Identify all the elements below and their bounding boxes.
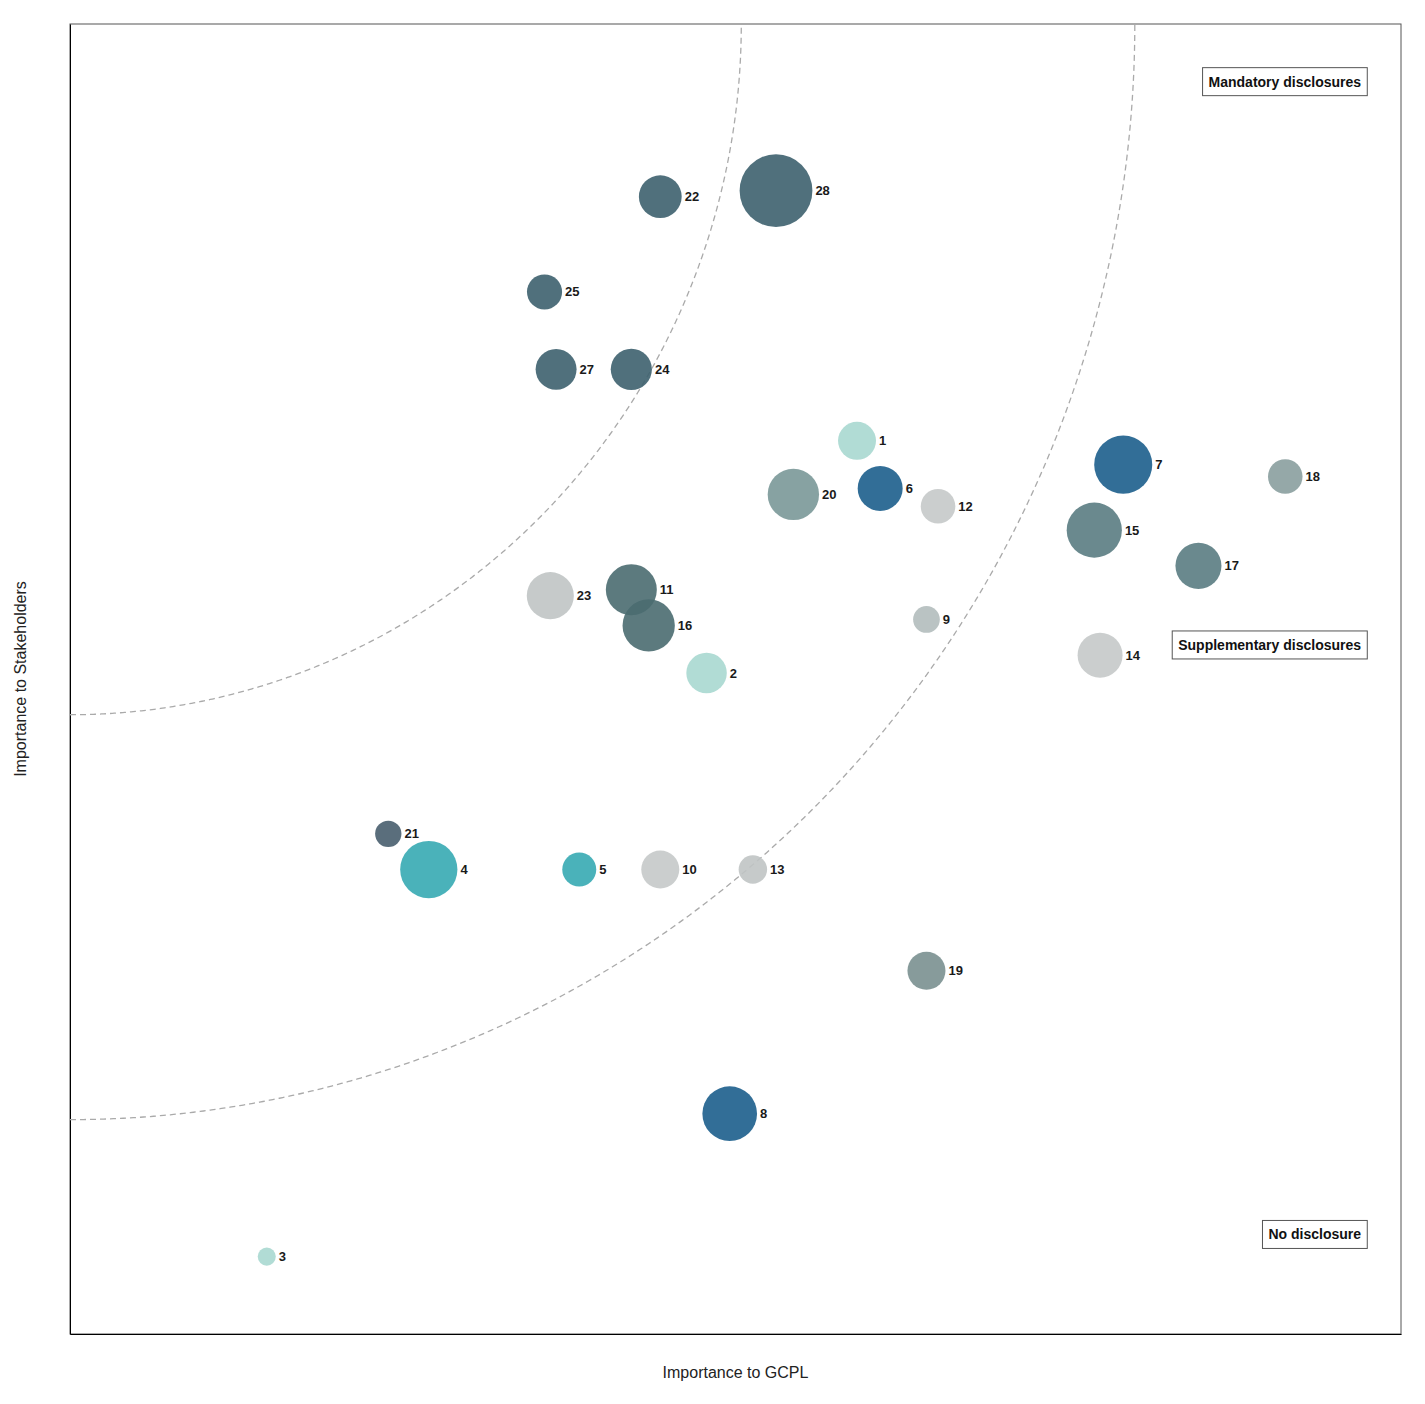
point-label: 16	[678, 618, 692, 633]
annotation-box	[1203, 68, 1368, 96]
bubble	[739, 855, 767, 883]
point-label: 8	[760, 1106, 767, 1121]
bubble	[1078, 633, 1123, 678]
point-label: 1	[879, 433, 886, 448]
point-label: 7	[1155, 457, 1162, 472]
bubble	[639, 175, 682, 218]
bubble	[913, 606, 940, 633]
bubble	[838, 422, 876, 460]
point-labels: 1234567891011121314151617181920212223242…	[279, 183, 1320, 1264]
bubble	[375, 821, 401, 847]
bubble	[527, 274, 562, 309]
point-label: 18	[1306, 469, 1320, 484]
bubble	[740, 154, 813, 227]
annotation-box	[1262, 1220, 1367, 1248]
point-label: 5	[599, 862, 606, 877]
y-axis-line	[70, 25, 71, 1335]
point-label: 23	[577, 588, 591, 603]
bubble	[562, 853, 596, 887]
bubble	[527, 572, 574, 619]
point-label: 27	[580, 362, 594, 377]
bubble	[768, 469, 819, 520]
point-label: 21	[404, 826, 418, 841]
point-label: 11	[660, 582, 674, 597]
x-axis	[71, 1334, 1402, 1335]
point-label: 19	[948, 963, 962, 978]
region-annotation: No disclosure	[1262, 1220, 1367, 1248]
point-label: 3	[279, 1249, 286, 1264]
point-label: 17	[1224, 558, 1238, 573]
point-label: 2	[730, 666, 737, 681]
bubble	[686, 653, 726, 693]
point-label: 12	[958, 499, 972, 514]
bubble	[611, 349, 652, 390]
point-label: 14	[1126, 648, 1141, 663]
point-label: 10	[682, 862, 696, 877]
region-annotation: Mandatory disclosures	[1203, 68, 1368, 96]
bubble	[1067, 503, 1122, 558]
annotations: Mandatory disclosures Supplementary discl…	[1172, 68, 1367, 1249]
point-label: 6	[906, 481, 913, 496]
point-label: 20	[822, 487, 836, 502]
point-label: 22	[685, 189, 699, 204]
bubble	[641, 851, 679, 889]
x-axis-title: Importance to GCPL	[663, 1364, 809, 1381]
bubble	[1094, 436, 1152, 494]
region-annotation: Supplementary disclosures	[1172, 631, 1367, 659]
bubble	[606, 564, 657, 615]
bubble	[1268, 459, 1303, 494]
point-label: 13	[770, 862, 784, 877]
bubble	[536, 349, 577, 390]
point-label: 15	[1125, 523, 1139, 538]
annotation-text: Supplementary disclosures	[1178, 637, 1361, 653]
marks	[70, 24, 1303, 1266]
point-label: 9	[943, 612, 950, 627]
point-label: 4	[460, 862, 468, 877]
chart: Importance to GCPL Importance to Stakehol…	[0, 0, 1425, 1404]
point-label: 24	[655, 362, 670, 377]
bubble	[258, 1248, 276, 1266]
y-axis	[70, 25, 71, 1335]
annotation-box	[1172, 631, 1367, 659]
bubble	[921, 489, 956, 524]
bubble	[400, 841, 457, 898]
plot: Importance to GCPL Importance to Stakehol…	[12, 24, 1402, 1381]
annotation-text: Mandatory disclosures	[1209, 74, 1362, 90]
y-axis-title: Importance to Stakeholders	[12, 581, 29, 777]
x-axis-line	[71, 1334, 1402, 1335]
bubble	[858, 466, 903, 511]
plot-frame	[70, 24, 1401, 1334]
bubble	[907, 952, 945, 990]
threshold-arc	[70, 24, 1135, 1120]
threshold-arc	[70, 24, 741, 715]
point-label: 25	[565, 284, 579, 299]
point-label: 28	[815, 183, 829, 198]
bubble	[1175, 543, 1221, 589]
annotation-text: No disclosure	[1268, 1226, 1361, 1242]
bubble	[702, 1086, 757, 1141]
